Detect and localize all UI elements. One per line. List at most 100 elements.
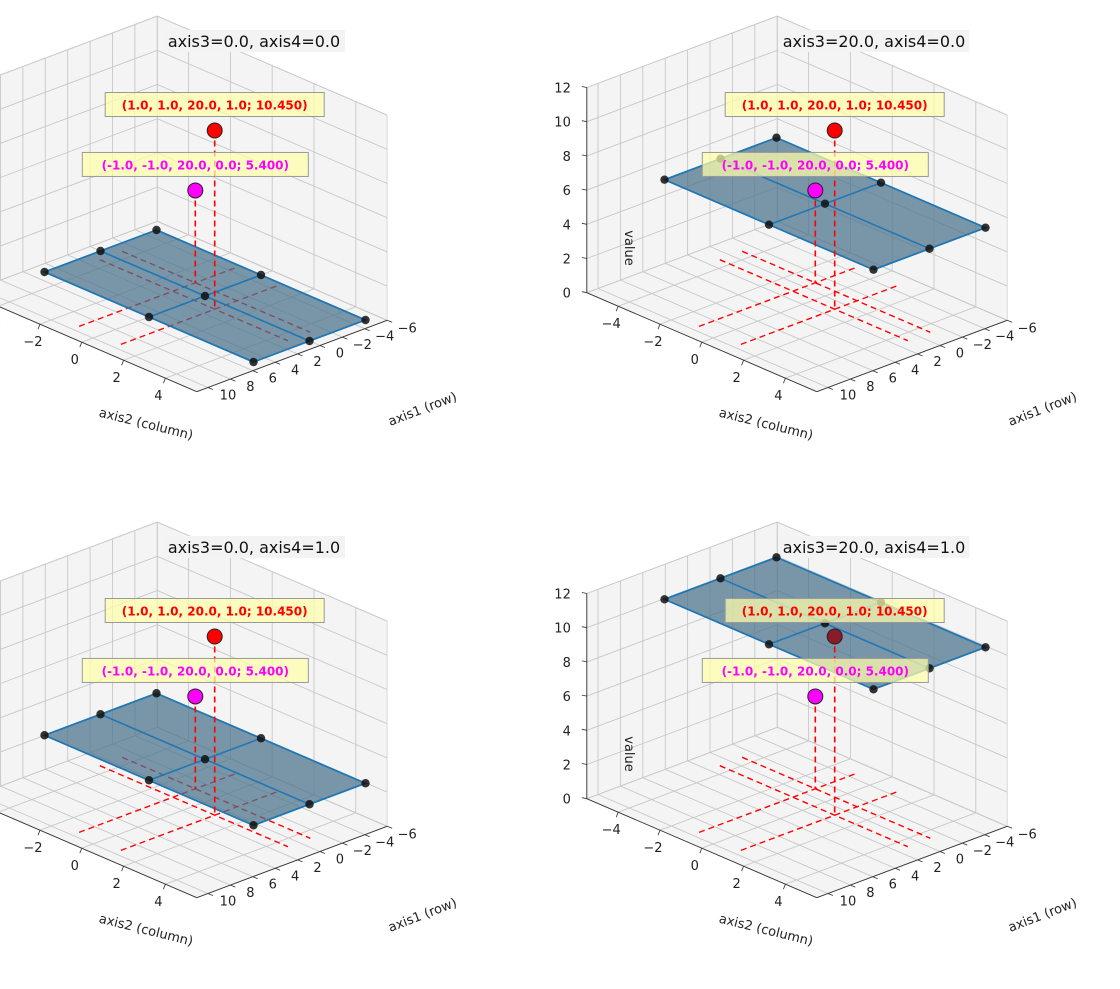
y-tick-label: 6 xyxy=(269,878,277,893)
y-tick xyxy=(319,851,326,854)
grid-point-marker xyxy=(772,553,781,562)
floor-guide-line xyxy=(739,285,897,346)
y-tick-label: 8 xyxy=(866,380,874,395)
y-tick xyxy=(939,851,946,854)
x-tick xyxy=(37,324,41,330)
z-tick xyxy=(581,592,587,594)
x-tick xyxy=(699,848,703,854)
x-axis-line xyxy=(0,812,197,899)
x-tick-label: −4 xyxy=(0,317,1,332)
x-tick-label: 2 xyxy=(112,877,120,892)
y-tick-label: 0 xyxy=(956,347,964,362)
y-tick xyxy=(1007,319,1013,323)
grid-point-marker xyxy=(200,291,210,301)
grid-point-marker xyxy=(249,821,258,830)
highlight-point xyxy=(206,122,223,139)
grid-point-marker xyxy=(152,689,161,698)
y-axis-line xyxy=(196,319,388,393)
y-tick-label: 4 xyxy=(291,363,299,378)
z-tick xyxy=(581,120,587,123)
gridline-z xyxy=(586,84,1008,184)
point-label: (-1.0, -1.0, 20.0, 0.0; 5.400) xyxy=(722,158,909,172)
point-label-box xyxy=(81,657,309,683)
floor-guide-line xyxy=(719,259,909,342)
floor-guide-line xyxy=(119,791,277,852)
x-tick xyxy=(657,830,661,836)
y-tick xyxy=(827,893,834,896)
gridline-z xyxy=(0,220,388,321)
z-tick xyxy=(581,154,587,157)
y-axis-line xyxy=(196,825,388,899)
y-tick-label: −2 xyxy=(353,844,372,859)
z-tick xyxy=(581,291,587,294)
y-tick-label: 10 xyxy=(840,389,857,404)
title-box xyxy=(163,536,345,558)
x-tick-label: −2 xyxy=(23,841,42,856)
highlight-point xyxy=(826,122,843,139)
y-tick-label: −2 xyxy=(353,338,372,353)
x-tick xyxy=(741,360,744,366)
x-axis-label: axis2 (column) xyxy=(717,912,814,950)
y-tick xyxy=(1007,825,1013,829)
grid-point-marker xyxy=(144,312,154,322)
floor-guide-line xyxy=(739,791,897,852)
y-axis-label: axis1 (row) xyxy=(386,896,459,936)
y-tick xyxy=(319,345,326,348)
y-tick xyxy=(984,328,990,332)
z-tick xyxy=(581,660,587,663)
y-tick-label: −4 xyxy=(375,836,394,851)
z-axis-label: value xyxy=(621,230,636,266)
subplot-title: axis3=0.0, axis4=0.0 xyxy=(168,32,340,51)
x-tick xyxy=(79,342,83,348)
z-tick-label: 6 xyxy=(563,184,571,199)
x-tick-label: 4 xyxy=(154,895,162,910)
grid-point-marker xyxy=(716,574,725,583)
y-tick xyxy=(939,345,946,348)
point-label: (1.0, 1.0, 20.0, 1.0; 10.450) xyxy=(742,605,928,619)
x-axis-label: axis2 (column) xyxy=(97,406,194,444)
grid-point-marker xyxy=(96,246,105,256)
z-tick xyxy=(581,257,587,259)
x-tick-label: 0 xyxy=(71,353,79,368)
floor-guide-line xyxy=(741,756,931,839)
z-tick-label: 6 xyxy=(563,690,571,705)
grid-point-marker xyxy=(200,755,210,764)
y-axis-line xyxy=(816,319,1008,393)
z-tick-label: 10 xyxy=(554,622,571,637)
x-tick xyxy=(121,866,124,872)
x-tick-label: 0 xyxy=(71,859,79,874)
grid-point-marker xyxy=(144,776,154,785)
z-tick xyxy=(581,188,587,191)
gridline-y xyxy=(0,803,209,894)
grid-point-marker xyxy=(869,685,878,694)
y-tick-label: 8 xyxy=(246,380,254,395)
y-tick-label: 4 xyxy=(911,869,919,884)
y-tick xyxy=(252,370,258,374)
y-tick xyxy=(984,834,990,838)
grid-point-marker xyxy=(772,133,781,142)
grid-point-marker xyxy=(40,731,49,740)
point-label: (1.0, 1.0, 20.0, 1.0; 10.450) xyxy=(122,99,308,113)
grid-point-marker xyxy=(40,267,49,277)
x-tick xyxy=(657,324,661,330)
z-tick-label: 8 xyxy=(563,150,571,165)
z-tick xyxy=(581,694,587,697)
x-tick-label: 2 xyxy=(112,371,120,386)
x-tick-label: −4 xyxy=(602,317,621,332)
y-tick-label: 2 xyxy=(313,861,321,876)
grid-point-marker xyxy=(981,643,990,652)
grid-point-marker xyxy=(256,734,266,743)
gridline-y xyxy=(0,297,209,388)
y-tick-label: −6 xyxy=(398,827,417,842)
y-tick xyxy=(364,328,370,332)
y-tick xyxy=(342,842,348,846)
x-tick-label: 0 xyxy=(691,859,699,874)
x-tick xyxy=(163,378,166,384)
point-label: (1.0, 1.0, 20.0, 1.0; 10.450) xyxy=(122,605,308,619)
z-tick xyxy=(581,728,587,731)
y-tick xyxy=(962,842,968,846)
floor-guide-line xyxy=(697,773,855,834)
